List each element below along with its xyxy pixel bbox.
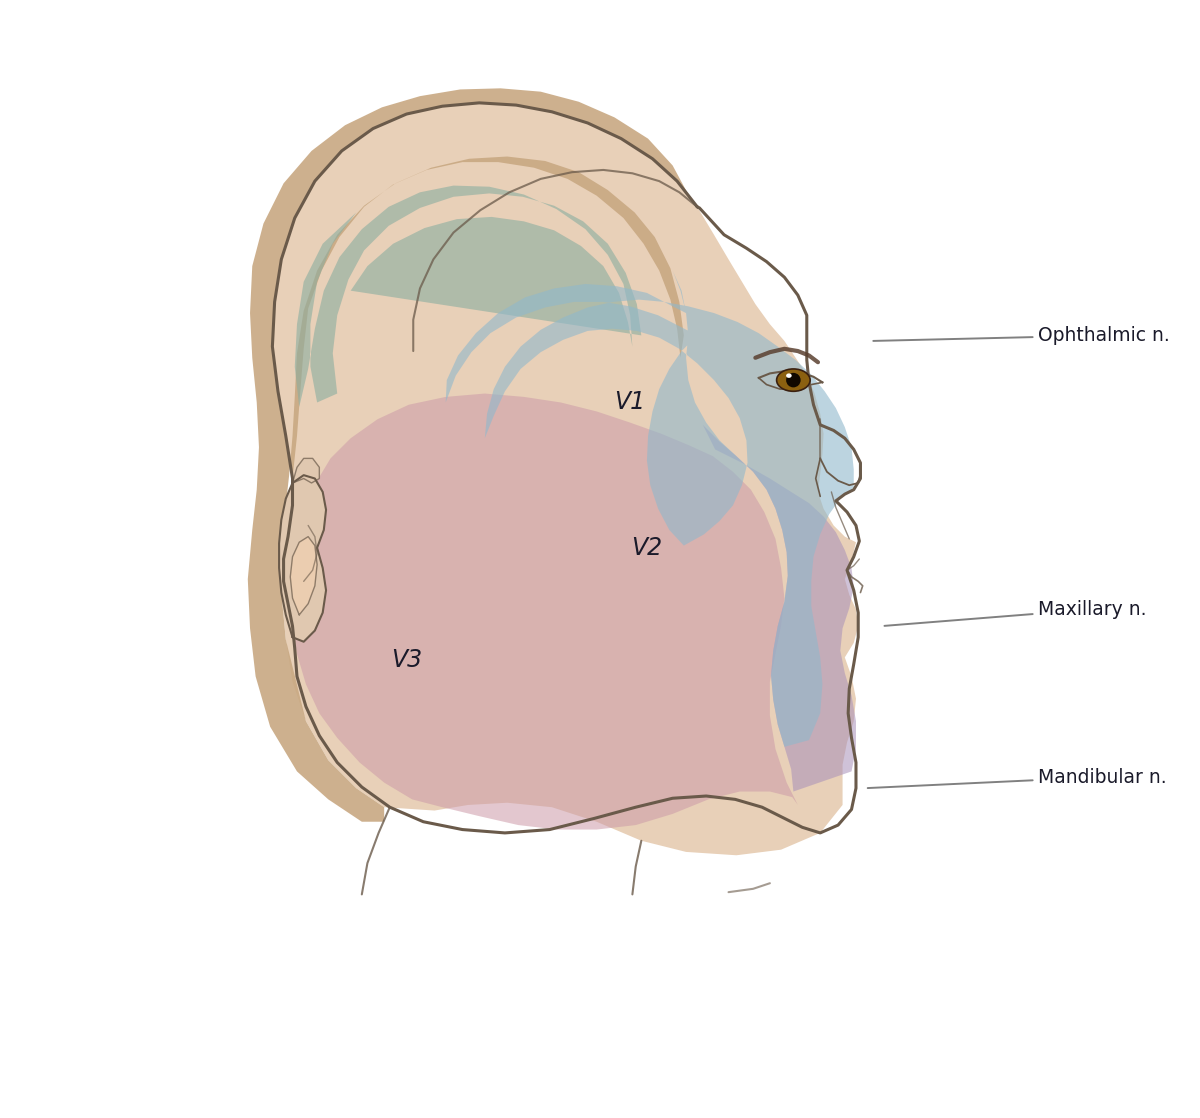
Polygon shape <box>290 537 317 615</box>
Polygon shape <box>293 458 319 483</box>
Text: Maxillary n.: Maxillary n. <box>884 600 1147 626</box>
Polygon shape <box>445 235 853 747</box>
Polygon shape <box>280 475 326 642</box>
Text: V2: V2 <box>631 536 662 560</box>
Text: V1: V1 <box>614 390 646 415</box>
Text: V3: V3 <box>391 647 422 672</box>
Polygon shape <box>247 88 697 822</box>
Polygon shape <box>703 425 856 792</box>
Ellipse shape <box>776 369 810 391</box>
Polygon shape <box>272 103 858 855</box>
Polygon shape <box>293 394 798 830</box>
Text: Ophthalmic n.: Ophthalmic n. <box>874 326 1170 344</box>
Polygon shape <box>295 186 641 407</box>
Ellipse shape <box>786 373 792 378</box>
Text: Mandibular n.: Mandibular n. <box>868 768 1166 788</box>
Ellipse shape <box>786 372 800 388</box>
